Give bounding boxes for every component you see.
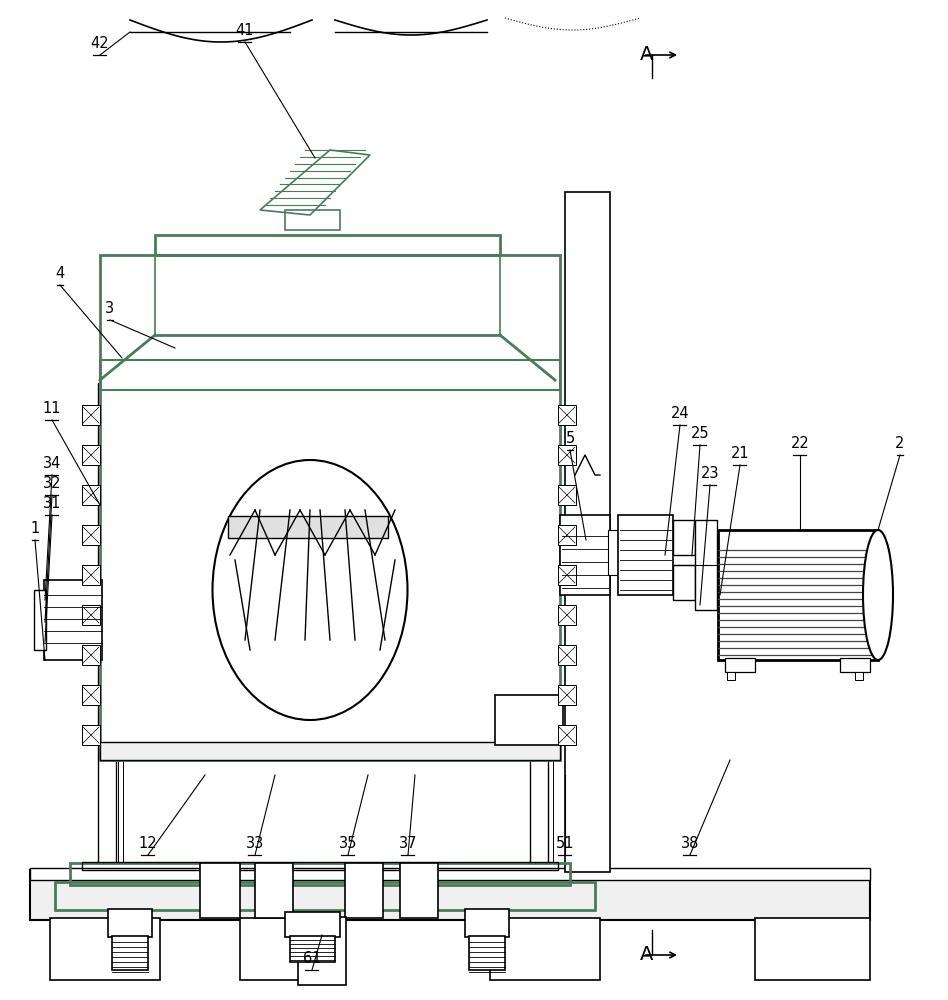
Bar (82, 645, 100, 665)
Bar (725, 658, 755, 672)
Bar (469, 936, 505, 970)
Bar (558, 565, 576, 585)
Bar (82, 725, 100, 745)
Text: 3: 3 (105, 301, 115, 316)
Ellipse shape (863, 530, 893, 660)
Text: 38: 38 (681, 836, 700, 851)
Bar (558, 405, 576, 425)
Text: 33: 33 (246, 836, 264, 851)
Bar (255, 863, 293, 918)
Bar (558, 525, 576, 545)
Bar (558, 645, 576, 665)
Text: 12: 12 (138, 836, 157, 851)
Bar (44, 580, 102, 660)
Bar (200, 863, 240, 918)
Text: A: A (640, 45, 653, 64)
Bar (55, 882, 595, 910)
Text: 37: 37 (399, 836, 417, 851)
Text: 42: 42 (91, 36, 109, 51)
Text: 1: 1 (30, 521, 40, 536)
Bar (50, 918, 160, 980)
Text: 61: 61 (302, 951, 321, 966)
Bar (100, 360, 560, 390)
Bar (558, 485, 576, 505)
Bar (465, 909, 509, 937)
Bar (82, 525, 100, 545)
Bar (285, 210, 340, 230)
Bar (608, 530, 618, 575)
Bar (108, 909, 152, 937)
Bar (345, 863, 383, 918)
Bar (155, 235, 500, 255)
Bar (695, 520, 717, 610)
Bar (82, 862, 558, 870)
Bar (82, 685, 100, 705)
Bar (290, 936, 335, 962)
Bar (118, 383, 123, 863)
Text: 2: 2 (895, 436, 904, 451)
Bar (727, 672, 735, 680)
Bar (400, 863, 438, 918)
Bar (34, 590, 46, 650)
Bar (495, 695, 563, 745)
Bar (112, 936, 148, 970)
Bar (560, 515, 610, 595)
Bar (548, 383, 553, 863)
Bar (285, 912, 340, 937)
Text: 4: 4 (55, 266, 64, 281)
Bar (558, 445, 576, 465)
Bar (240, 918, 340, 980)
Text: 32: 32 (43, 476, 62, 491)
Text: 22: 22 (791, 436, 810, 451)
Bar (558, 685, 576, 705)
Text: 25: 25 (691, 426, 709, 441)
Text: 11: 11 (43, 401, 62, 416)
Bar (558, 605, 576, 625)
Bar (30, 870, 870, 920)
Ellipse shape (212, 460, 408, 720)
Bar (82, 565, 100, 585)
Bar (82, 485, 100, 505)
Text: 34: 34 (43, 456, 62, 471)
Bar (718, 530, 878, 660)
Bar (855, 672, 863, 680)
Text: 23: 23 (701, 466, 720, 481)
Bar (840, 658, 870, 672)
Bar (82, 605, 100, 625)
Text: 35: 35 (338, 836, 357, 851)
Bar (558, 725, 576, 745)
Text: 5: 5 (565, 431, 574, 446)
Bar (98, 383, 116, 863)
Bar (100, 742, 560, 760)
Bar (673, 565, 695, 600)
Text: 41: 41 (236, 23, 254, 38)
Bar (490, 918, 600, 980)
Bar (298, 917, 346, 985)
Bar (673, 520, 695, 555)
Bar (618, 515, 673, 595)
Bar (755, 918, 870, 980)
Bar (565, 192, 610, 872)
Bar (82, 405, 100, 425)
Bar (82, 445, 100, 465)
Bar (228, 516, 388, 538)
Text: 24: 24 (670, 406, 689, 421)
Bar (100, 255, 560, 760)
Text: 21: 21 (731, 446, 749, 461)
Text: 31: 31 (43, 496, 62, 511)
Bar (530, 383, 548, 863)
Bar (30, 868, 870, 880)
Text: 51: 51 (556, 836, 574, 851)
Bar (70, 863, 570, 885)
Text: A: A (640, 946, 653, 964)
